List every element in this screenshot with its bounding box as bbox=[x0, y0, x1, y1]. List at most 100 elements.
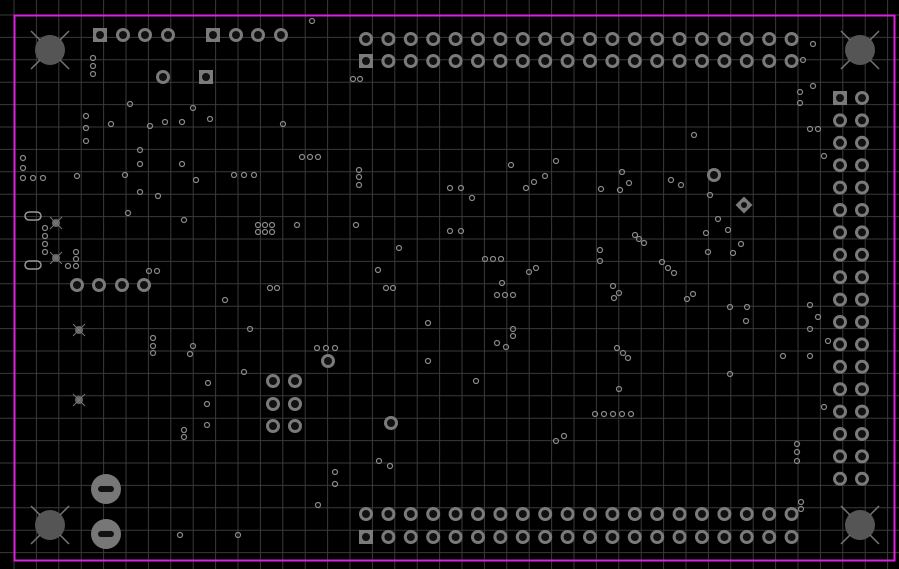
pad-hole bbox=[159, 73, 167, 81]
via bbox=[446, 227, 454, 235]
pad-hole bbox=[608, 35, 617, 43]
via bbox=[41, 240, 49, 248]
via bbox=[806, 352, 814, 360]
via bbox=[501, 291, 509, 299]
big-pad-slot bbox=[98, 486, 114, 492]
via bbox=[293, 221, 301, 229]
via bbox=[497, 255, 505, 263]
pad-hole bbox=[362, 35, 370, 43]
via bbox=[268, 221, 276, 229]
pad-hole bbox=[630, 35, 639, 43]
pad-hole bbox=[720, 35, 729, 43]
pad-hole bbox=[787, 57, 796, 65]
via bbox=[724, 226, 732, 234]
pad-hole bbox=[742, 510, 751, 518]
via bbox=[509, 325, 517, 333]
hole-mark bbox=[59, 59, 70, 70]
via bbox=[254, 228, 262, 236]
via bbox=[793, 440, 801, 448]
via bbox=[161, 118, 169, 126]
via bbox=[250, 171, 258, 179]
via bbox=[610, 294, 618, 302]
pad-hole bbox=[474, 35, 482, 43]
via bbox=[670, 269, 678, 277]
via bbox=[796, 99, 804, 107]
pad-hole bbox=[675, 35, 684, 43]
via bbox=[19, 164, 27, 172]
pad-hole bbox=[858, 318, 866, 326]
pad-hole bbox=[836, 138, 844, 147]
via bbox=[532, 264, 540, 272]
pad-hole bbox=[95, 281, 103, 289]
via bbox=[797, 498, 805, 506]
via bbox=[616, 186, 624, 194]
via bbox=[493, 291, 501, 299]
via bbox=[261, 228, 269, 236]
via bbox=[19, 174, 27, 182]
via bbox=[82, 112, 90, 120]
hole-mark bbox=[869, 505, 880, 516]
pad-hole bbox=[720, 533, 729, 541]
via bbox=[714, 215, 722, 223]
via bbox=[352, 221, 360, 229]
pad-hole bbox=[630, 57, 639, 65]
pad-hole bbox=[563, 57, 572, 65]
pad-hole bbox=[858, 183, 866, 192]
via bbox=[683, 295, 691, 303]
via bbox=[814, 313, 822, 321]
via bbox=[89, 62, 97, 70]
via bbox=[820, 152, 828, 160]
via bbox=[273, 284, 281, 292]
pad-hole bbox=[541, 57, 550, 65]
pad-hole bbox=[630, 533, 639, 541]
via bbox=[522, 184, 530, 192]
pad-hole bbox=[836, 228, 844, 237]
via bbox=[349, 75, 357, 83]
pad-hole bbox=[451, 35, 460, 43]
via bbox=[690, 131, 698, 139]
via bbox=[313, 344, 321, 352]
pad-hole bbox=[429, 510, 438, 518]
via bbox=[493, 339, 501, 347]
via bbox=[331, 344, 339, 352]
pad-hole bbox=[541, 35, 550, 43]
pad-hole bbox=[141, 31, 149, 39]
pad-hole bbox=[518, 57, 527, 65]
via bbox=[149, 334, 157, 342]
pad-hole bbox=[269, 422, 277, 430]
pad-hole bbox=[474, 510, 482, 518]
pad-hole bbox=[496, 510, 505, 518]
via bbox=[619, 349, 627, 357]
pad-hole bbox=[787, 510, 796, 518]
pad-hole bbox=[269, 377, 277, 385]
hole-mark bbox=[59, 30, 70, 41]
via bbox=[446, 184, 454, 192]
via bbox=[136, 160, 144, 168]
via bbox=[541, 172, 549, 180]
via bbox=[600, 410, 608, 418]
pad-hole bbox=[429, 35, 438, 43]
via bbox=[206, 115, 214, 123]
pad-hole bbox=[836, 206, 844, 214]
pad-hole bbox=[586, 35, 594, 43]
via bbox=[240, 171, 248, 179]
mounting-hole bbox=[845, 510, 875, 540]
via bbox=[609, 282, 617, 290]
hole-mark bbox=[30, 59, 41, 70]
via bbox=[726, 370, 734, 378]
via bbox=[230, 171, 238, 179]
via bbox=[221, 296, 229, 304]
via bbox=[19, 154, 27, 162]
via bbox=[89, 54, 97, 62]
hole-mark bbox=[59, 505, 70, 516]
pad-hole bbox=[324, 357, 332, 365]
mounting-hole bbox=[35, 35, 65, 65]
pad-hole bbox=[474, 533, 482, 541]
pad-hole bbox=[698, 510, 706, 518]
pad-hole bbox=[742, 57, 751, 65]
via bbox=[509, 332, 517, 340]
via bbox=[509, 291, 517, 299]
via bbox=[618, 168, 626, 176]
via bbox=[596, 246, 604, 254]
via bbox=[176, 531, 184, 539]
